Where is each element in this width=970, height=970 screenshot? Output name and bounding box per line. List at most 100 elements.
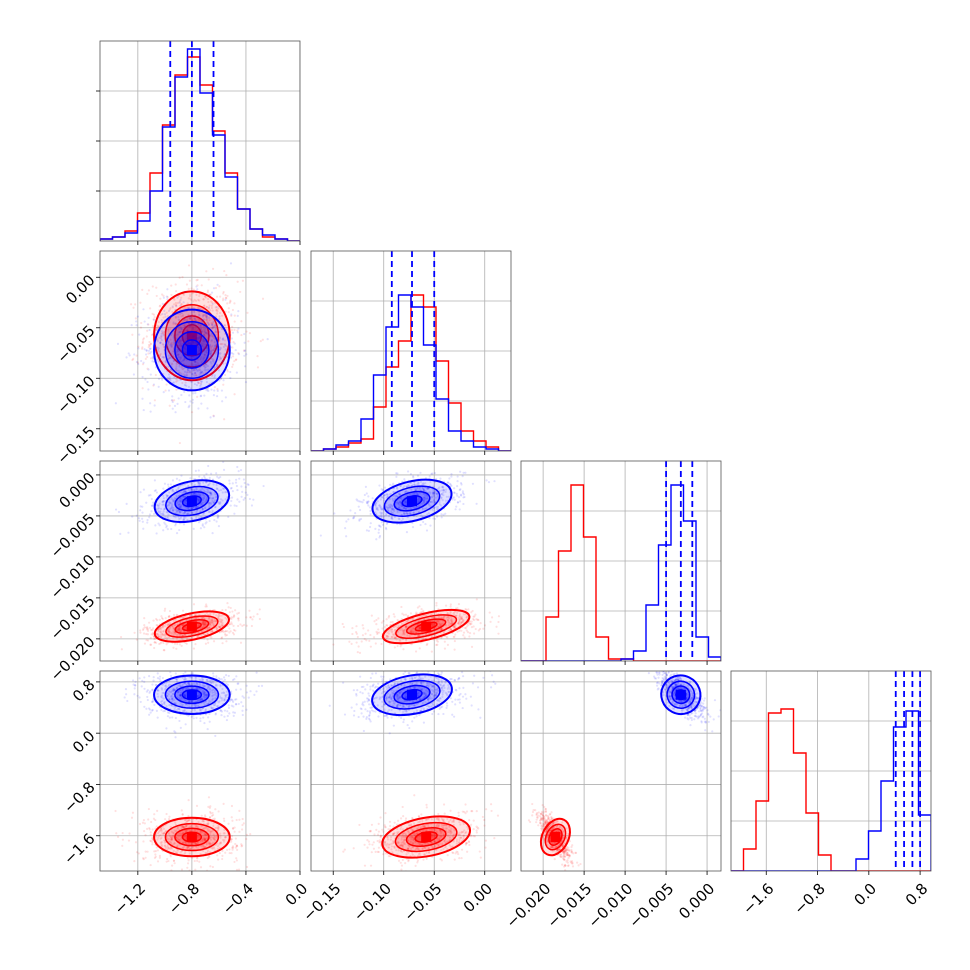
scatter-point [195,505,198,509]
scatter-point [190,357,193,360]
scatter-point [406,512,409,515]
scatter-point [146,628,150,631]
scatter-point [214,323,217,327]
scatter-point [201,512,205,516]
scatter-point [172,359,175,363]
scatter-point [453,625,456,629]
scatter-point [458,629,461,632]
scatter-point [147,352,150,355]
scatter-point [215,483,218,487]
scatter-point [169,846,172,849]
scatter-point [219,352,222,355]
scatter-point [200,814,203,817]
scatter-point [421,515,425,518]
scatter-point [359,500,362,503]
scatter-point [162,827,166,830]
scatter-point [225,640,228,643]
scatter-point [142,408,145,412]
scatter-point [167,627,170,631]
scatter-point [174,522,178,525]
scatter-point [190,516,193,520]
scatter-point [184,615,187,618]
scatter-point [158,354,161,357]
scatter-point [215,348,219,351]
scatter-point [477,618,480,622]
scatter-point [199,831,202,834]
scatter-point [166,636,169,639]
scatter-point [116,835,120,838]
scatter-point [185,847,188,850]
scatter-point [210,830,214,833]
scatter-point [387,616,390,619]
scatter-point [201,314,205,317]
scatter-point [199,384,202,388]
scatter-point [197,318,200,321]
scatter-point [385,624,388,627]
scatter-point [391,630,394,633]
scatter-point [225,296,228,300]
scatter-point [177,835,180,838]
scatter-point [214,505,217,508]
scatter-point [120,648,123,651]
scatter-point [209,612,212,616]
scatter-point [446,643,450,646]
scatter-point [204,295,207,298]
scatter-point [178,301,181,304]
scatter-point [176,845,179,848]
scatter-point [407,483,410,486]
density-peak-series-0 [421,621,432,632]
scatter-point [187,484,190,488]
scatter-point [228,479,231,482]
scatter-point [166,342,169,345]
scatter-point [211,499,214,503]
scatter-point [193,382,197,386]
scatter-point [188,316,191,319]
scatter-point [128,832,131,835]
scatter-point [216,624,220,628]
scatter-point [187,354,190,358]
scatter-point [208,490,211,494]
scatter-point [224,630,227,633]
scatter-point [218,613,221,616]
scatter-point [412,617,415,620]
scatter-point [495,625,498,628]
scatter-point [398,506,401,509]
scatter-point [370,614,373,617]
scatter-point [163,625,167,628]
scatter-point [210,352,213,355]
scatter-point [190,362,193,366]
scatter-point [157,377,161,380]
scatter-point [182,841,185,844]
scatter-point [138,519,141,522]
scatter-point [220,619,223,622]
scatter-point [142,527,145,530]
scatter-point [153,856,157,859]
scatter-point [199,493,202,497]
scatter-point [125,356,128,359]
scatter-point [416,493,419,496]
scatter-point [423,501,426,504]
scatter-point [207,306,210,309]
scatter-point [206,851,209,854]
scatter-point [240,844,244,847]
scatter-point [147,323,150,326]
scatter-point [425,497,429,500]
scatter-point [142,337,146,340]
scatter-point [189,843,192,846]
scatter-point [367,529,370,532]
scatter-point [368,506,372,509]
scatter-point [181,315,184,318]
scatter-point [208,621,211,624]
scatter-point [191,820,194,823]
scatter-point [214,496,218,499]
scatter-point [425,507,428,510]
scatter-point [423,618,426,621]
scatter-point [210,354,213,357]
scatter-point [141,387,144,390]
scatter-point [406,634,409,637]
scatter-point [392,482,395,485]
scatter-point [161,355,164,359]
scatter-point [210,374,214,378]
scatter-point [413,621,417,624]
panel-content [311,461,511,661]
